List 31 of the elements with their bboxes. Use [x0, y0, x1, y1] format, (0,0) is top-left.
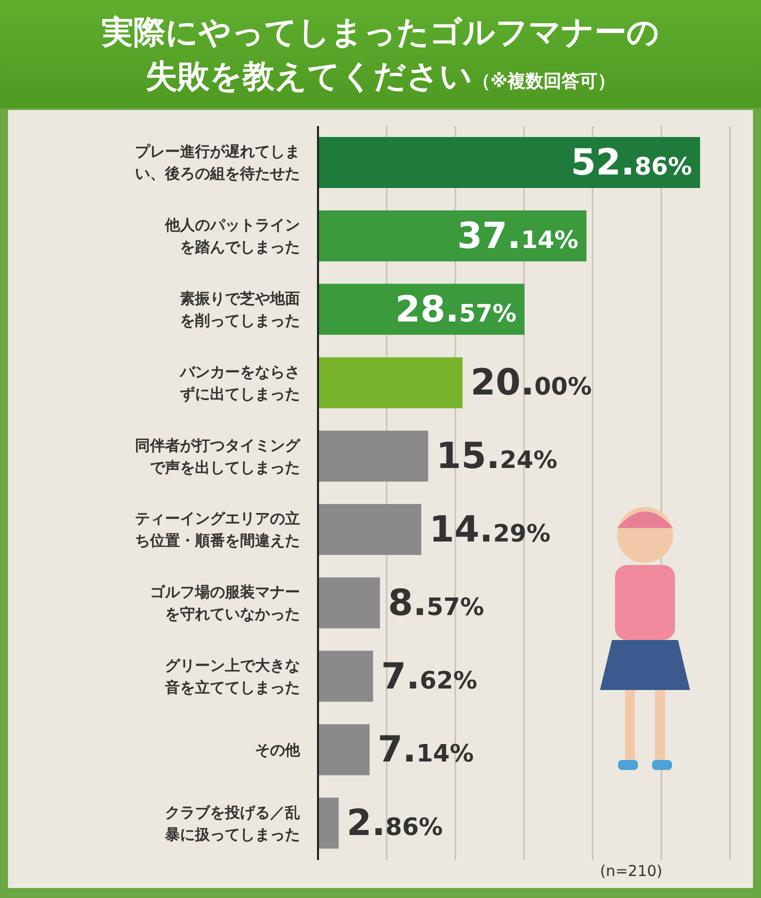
bar [318, 430, 428, 482]
data-label: 14.29% [429, 510, 551, 551]
data-label: 7.62% [381, 656, 478, 698]
chart-subtitle: （※複数回答可） [472, 71, 616, 92]
data-label: 8.57% [388, 582, 484, 624]
bar [318, 357, 463, 408]
y-tick-label: プレー進行が遅れてしまい、後ろの組を待たせた [135, 142, 300, 183]
y-tick-label: バンカーをならさずに出てしまった [179, 362, 300, 403]
y-tick-label: ゴルフ場の服装マナーを守れていなかった [150, 583, 300, 624]
data-label: 2.86% [346, 803, 443, 844]
data-label: 15.24% [436, 436, 558, 478]
y-tick-label: クラブを投げる／乱暴に扱ってしまった [164, 803, 300, 844]
data-label: 7.14% [378, 730, 474, 771]
bar [318, 210, 586, 262]
text: (n=210) [600, 862, 662, 880]
data-label: 52.86% [570, 142, 692, 184]
data-label: 28.57% [395, 289, 517, 330]
y-tick-label: 同伴者が打つタイミングで声を出してしまった [135, 436, 301, 476]
bar [318, 137, 700, 188]
y-tick-label: ティーイングエリアの立ち位置・順番を間違えた [135, 510, 300, 550]
y-tick-label: その他 [255, 740, 301, 759]
bar [318, 577, 380, 628]
data-label: 37.14% [457, 216, 578, 257]
bar [318, 798, 339, 849]
data-label: 20.00% [470, 362, 592, 404]
bar [318, 650, 374, 702]
y-tick-label: グリーン上で大きな音を立ててしまった [164, 656, 300, 696]
y-tick-label: 素振りで芝や地面を削ってしまった [180, 290, 300, 330]
bar [318, 504, 422, 556]
bar [318, 724, 370, 776]
y-tick-label: 他人のパットラインを踏んでしまった [164, 216, 300, 256]
